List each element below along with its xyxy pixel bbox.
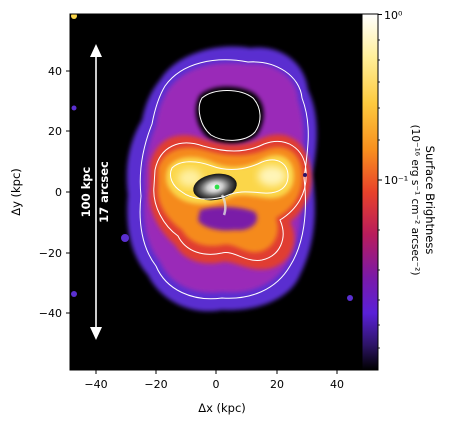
blob: [347, 295, 353, 301]
contour-cavity: [198, 90, 261, 141]
colorbar-label-2: (10⁻¹⁶ erg s⁻¹ cm⁻² arcsec⁻²): [409, 125, 421, 276]
blob: [71, 14, 77, 19]
nebula-image: [71, 14, 353, 312]
contour-inner: [153, 141, 307, 261]
bright-patch-right: [258, 166, 286, 186]
center-marker: [214, 184, 220, 190]
x-tick-label: 20: [270, 378, 284, 391]
scale-bar-text-1: 100 kpc: [79, 166, 93, 217]
blob: [71, 105, 77, 111]
y-tick-label: 0: [55, 186, 62, 199]
contour-outer: [139, 59, 309, 300]
y-tick-label: 20: [48, 125, 62, 138]
x-tick-labels: −40 −20 0 20 40: [84, 378, 344, 391]
y-ticks: [66, 70, 70, 314]
x-tick-label: 40: [330, 378, 344, 391]
contour-core: [169, 159, 289, 200]
x-axis-label: Δx (kpc): [198, 401, 246, 415]
colorbar: 10⁰ 10⁻¹ Surface Brightness (10⁻¹⁶ erg s…: [361, 9, 437, 371]
cavity-bottom: [198, 206, 258, 231]
x-ticks: [95, 370, 338, 374]
scale-bar-text-2: 17 arcsec: [97, 161, 111, 223]
x-tick-label: 0: [213, 378, 220, 391]
blob: [71, 291, 77, 297]
blob: [303, 173, 307, 177]
y-tick-labels: 40 20 0 −20 −40: [39, 65, 62, 320]
x-tick-label: −40: [84, 378, 107, 391]
scale-bar-arrow-top: [90, 44, 102, 57]
scale-bar-arrow-bottom: [90, 327, 102, 340]
y-tick-label: −40: [39, 307, 62, 320]
contours: [139, 59, 309, 300]
scale-bar: 100 kpc 17 arcsec: [79, 44, 111, 340]
colorbar-gradient: [361, 13, 379, 371]
colorbar-tick-label-top: 10⁰: [384, 9, 403, 22]
y-tick-label: 40: [48, 65, 62, 78]
y-tick-label: −20: [39, 247, 62, 260]
colorbar-tick-label-mid: 10⁻¹: [384, 174, 408, 187]
y-axis-label: Δy (kpc): [9, 168, 23, 216]
blob: [121, 234, 129, 242]
colorbar-label-1: Surface Brightness: [423, 146, 437, 255]
cavity-top: [195, 86, 264, 145]
x-tick-label: −20: [144, 378, 167, 391]
bright-patch-left: [178, 169, 202, 187]
